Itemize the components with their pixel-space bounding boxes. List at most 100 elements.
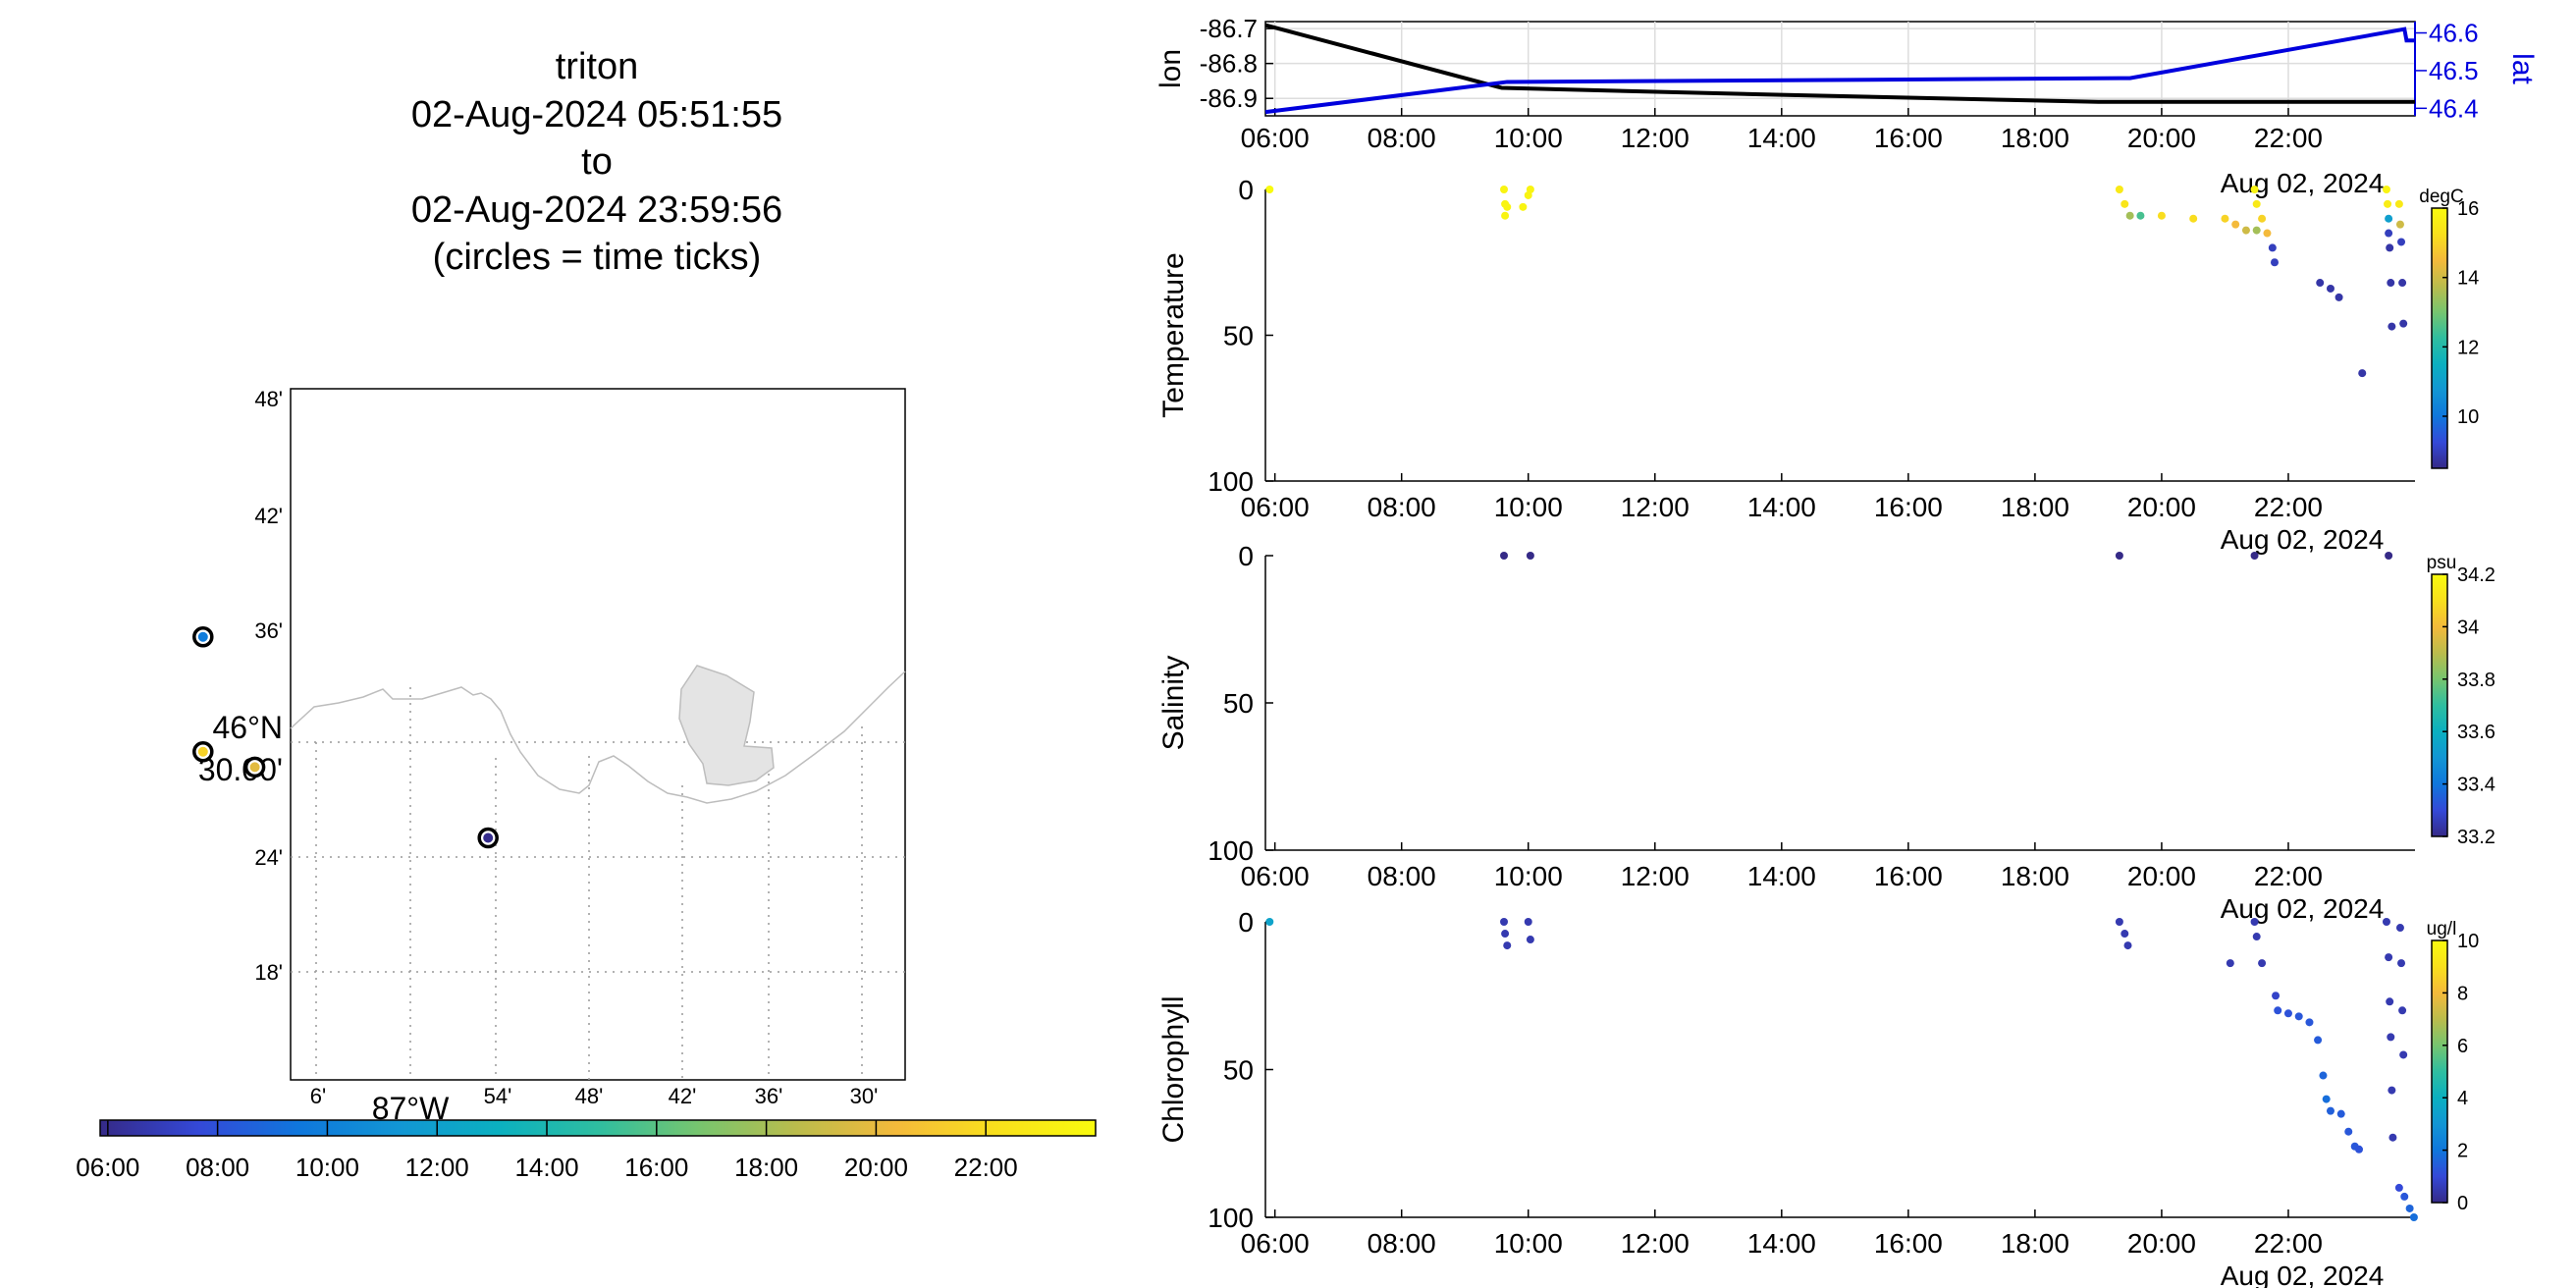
lat-major-label: 46°N bbox=[213, 710, 284, 745]
track-marker-fill bbox=[197, 746, 208, 757]
temperature-data-point bbox=[2231, 220, 2240, 229]
temperature-colorbar-tick-label: 14 bbox=[2457, 268, 2479, 290]
chlorophyll-data-point bbox=[2258, 959, 2267, 968]
chlorophyll-data-point bbox=[1501, 930, 1510, 939]
title-line-1: triton bbox=[556, 46, 638, 87]
temperature-data-point bbox=[2386, 243, 2394, 252]
temperature-x-tick-label: 16:00 bbox=[1874, 492, 1943, 522]
salinity-x-tick-label: 20:00 bbox=[2127, 861, 2196, 891]
chlorophyll-data-point bbox=[2397, 959, 2406, 968]
lon-tick-label: -86.8 bbox=[1200, 49, 1258, 79]
chlorophyll-x-tick-label: 12:00 bbox=[1621, 1228, 1690, 1259]
chlorophyll-colorbar-tick-label: 6 bbox=[2457, 1036, 2468, 1057]
chlorophyll-date-label: Aug 02, 2024 bbox=[2221, 1261, 2385, 1288]
title-line-5: (circles = time ticks) bbox=[433, 237, 762, 278]
temperature-data-point bbox=[2358, 369, 2367, 378]
temperature-data-point bbox=[2395, 220, 2404, 229]
lon-series-line bbox=[1264, 23, 2415, 104]
chlorophyll-data-point bbox=[2120, 930, 2129, 939]
salinity-x-tick-label: 22:00 bbox=[2254, 861, 2323, 891]
salinity-x-tick-label: 06:00 bbox=[1241, 861, 1310, 891]
temperature-colorbar-tick-label: 16 bbox=[2457, 198, 2479, 220]
chlorophyll-colorbar-tick-label: 10 bbox=[2457, 931, 2479, 952]
chlorophyll-colorbar-unit: ug/l bbox=[2427, 919, 2457, 939]
temperature-data-point bbox=[1501, 211, 1510, 220]
chlorophyll-data-point bbox=[1265, 918, 1274, 926]
chlorophyll-data-point bbox=[2399, 1050, 2408, 1059]
chlorophyll-data-point bbox=[2274, 1006, 2282, 1015]
time-colorbar-tick-label: 18:00 bbox=[734, 1153, 798, 1182]
lonlat-x-tick-label: 12:00 bbox=[1621, 123, 1690, 153]
lon-tick-6: 6' bbox=[310, 1084, 326, 1108]
chlorophyll-data-point bbox=[2336, 1109, 2345, 1118]
chlorophyll-data-point bbox=[1526, 936, 1534, 944]
chlorophyll-y-tick-label: 100 bbox=[1208, 1203, 1254, 1233]
time-colorbar-tick-label: 12:00 bbox=[405, 1153, 469, 1182]
salinity-colorbar-unit: psu bbox=[2427, 553, 2457, 573]
chlorophyll-data-point bbox=[2283, 1009, 2292, 1018]
chlorophyll-data-point bbox=[2388, 1086, 2396, 1095]
chlorophyll-data-point bbox=[2252, 933, 2261, 941]
chlorophyll-data-point bbox=[2382, 918, 2390, 926]
salinity-colorbar-tick-label: 34.2 bbox=[2457, 564, 2496, 586]
lon-tick-48: 48' bbox=[575, 1084, 604, 1108]
salinity-x-tick-label: 16:00 bbox=[1874, 861, 1943, 891]
temperature-y-tick-label: 50 bbox=[1223, 321, 1254, 351]
lat-tick-label: 46.4 bbox=[2429, 93, 2479, 123]
track-map: 48' 42' 36' 46°N 30.00' 24' 18' 6' 54' 4… bbox=[192, 387, 906, 1126]
track-marker-fill bbox=[197, 631, 208, 642]
lonlat-x-tick-label: 14:00 bbox=[1747, 123, 1816, 153]
time-colorbar-tick-label: 08:00 bbox=[186, 1153, 249, 1182]
time-colorbar-tick-label: 14:00 bbox=[514, 1153, 578, 1182]
lat-series-line bbox=[1264, 27, 2415, 115]
chlorophyll-data-point bbox=[2387, 1033, 2395, 1042]
temperature-y-tick-label: 0 bbox=[1238, 175, 1254, 205]
chlorophyll-colorbar-tick-label: 2 bbox=[2457, 1141, 2468, 1162]
temperature-data-point bbox=[2189, 214, 2198, 223]
temperature-colorbar-tick-label: 12 bbox=[2457, 337, 2479, 358]
lonlat-x-tick-label: 18:00 bbox=[2001, 123, 2069, 153]
track-marker-fill bbox=[249, 762, 260, 773]
map-gridlines bbox=[291, 687, 905, 1080]
lon-tick-30: 30' bbox=[850, 1084, 879, 1108]
track-marker-fill bbox=[483, 832, 494, 843]
chlorophyll-x-tick-label: 22:00 bbox=[2254, 1228, 2323, 1259]
temperature-data-point bbox=[2241, 226, 2250, 235]
lat-tick-30: 30.00' bbox=[198, 752, 283, 787]
temperature-data-point bbox=[2136, 211, 2145, 220]
chlorophyll-data-point bbox=[2355, 1145, 2364, 1154]
temperature-data-point bbox=[2326, 284, 2334, 293]
chlorophyll-colorbar bbox=[2431, 939, 2448, 1204]
track-markers bbox=[192, 626, 499, 849]
salinity-colorbar-tick-label: 33.2 bbox=[2457, 827, 2496, 848]
temperature-data-point bbox=[2252, 199, 2261, 208]
temperature-data-point bbox=[2397, 238, 2406, 246]
temperature-axis-label: Temperature bbox=[1157, 252, 1190, 417]
chlorophyll-data-point bbox=[2123, 941, 2132, 950]
temperature-data-point bbox=[2334, 293, 2343, 301]
temperature-data-point bbox=[1500, 186, 1509, 193]
chlorophyll-data-point bbox=[2294, 1012, 2303, 1021]
chlorophyll-data-point bbox=[2250, 918, 2259, 926]
temperature-data-point bbox=[2385, 214, 2393, 223]
salinity-x-tick-label: 14:00 bbox=[1747, 861, 1816, 891]
temperature-colorbar-unit: degC bbox=[2419, 187, 2463, 207]
chlorophyll-data-point bbox=[1524, 918, 1532, 926]
chlorophyll-data-point bbox=[2398, 1006, 2407, 1015]
salinity-x-tick-label: 08:00 bbox=[1368, 861, 1436, 891]
shoreline bbox=[290, 671, 906, 804]
salinity-y-tick-label: 0 bbox=[1238, 541, 1254, 571]
chlorophyll-data-point bbox=[2388, 1133, 2397, 1142]
temperature-data-point bbox=[2120, 199, 2129, 208]
chlorophyll-y-tick-label: 50 bbox=[1223, 1055, 1254, 1086]
time-colorbar-tick-label: 22:00 bbox=[954, 1153, 1018, 1182]
salinity-x-tick-label: 10:00 bbox=[1494, 861, 1563, 891]
temperature-data-point bbox=[2388, 322, 2396, 331]
time-colorbar-ticks: 06:00 08:00 10:00 12:00 14:00 16:00 18:00 20:00… bbox=[76, 1120, 1018, 1182]
temperature-x-tick-label: 20:00 bbox=[2127, 492, 2196, 522]
temperature-x-tick-label: 22:00 bbox=[2254, 492, 2323, 522]
chlorophyll-data-point bbox=[2394, 1183, 2403, 1192]
temperature-data-point bbox=[2252, 226, 2261, 235]
time-colorbar-tick-label: 16:00 bbox=[624, 1153, 688, 1182]
chlorophyll-data-point bbox=[1503, 941, 1512, 950]
